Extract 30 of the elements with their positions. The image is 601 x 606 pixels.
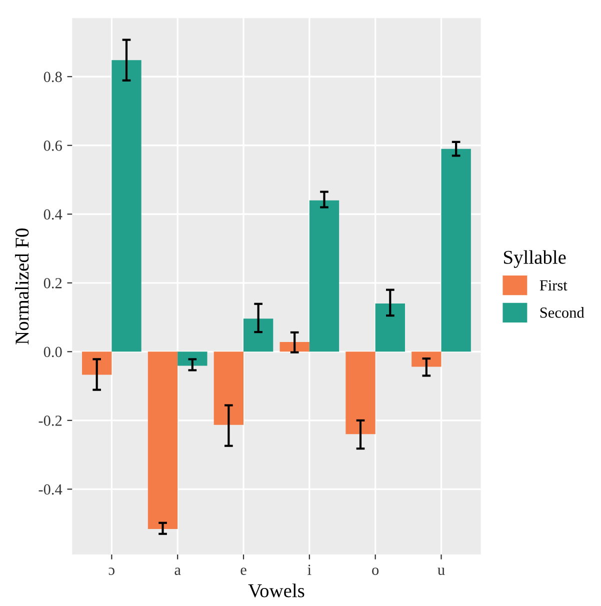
legend-label: Second	[540, 307, 584, 318]
bar	[441, 148, 471, 352]
x-axis-title: Vowels	[248, 584, 304, 598]
bar	[214, 352, 244, 425]
bar	[412, 352, 442, 367]
legend-title: Syllable	[504, 250, 566, 268]
y-tick-label: 0.8	[44, 72, 62, 82]
x-tick-label: o	[372, 568, 379, 575]
legend-label: First	[540, 280, 568, 291]
bar	[309, 200, 340, 352]
bar	[280, 342, 310, 352]
y-tick-label: 0.6	[44, 140, 62, 151]
bar	[244, 318, 274, 352]
bar	[178, 352, 208, 366]
bar	[346, 352, 376, 434]
y-axis-title: Normalized F0	[15, 228, 29, 344]
y-tick-label: -0.4	[38, 484, 62, 495]
bar	[112, 60, 142, 352]
y-tick-label: -0.2	[38, 416, 62, 426]
y-tick-label: 0.0	[44, 346, 62, 358]
bar	[82, 352, 112, 375]
x-tick-label: a	[174, 568, 181, 575]
x-tick-label: ɔ	[108, 568, 114, 575]
x-tick-label: u	[438, 568, 445, 575]
bar	[375, 304, 405, 352]
y-tick-label: 0.2	[44, 278, 62, 288]
bar	[148, 352, 178, 530]
x-tick-label: e	[240, 568, 246, 575]
x-tick-label: i	[308, 564, 312, 575]
y-tick-label: 0.4	[44, 209, 62, 220]
